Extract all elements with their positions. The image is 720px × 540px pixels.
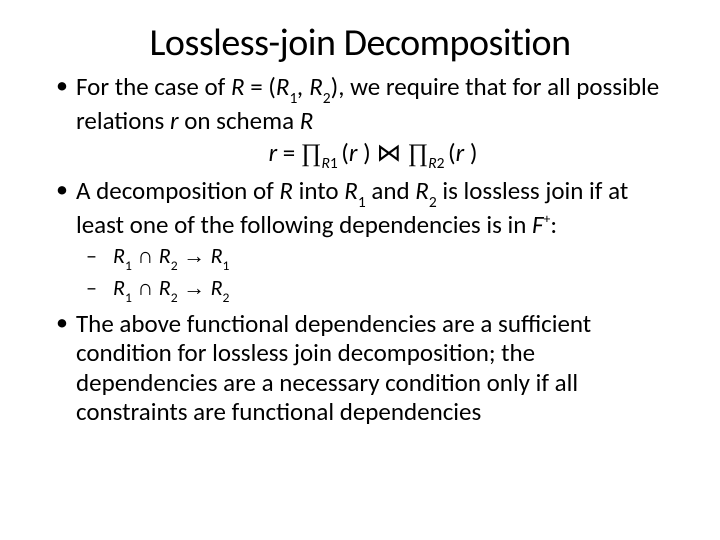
var-R: R (415, 175, 429, 206)
bullet-3: The above functional dependencies are a … (50, 309, 670, 427)
pi-icon: ∏ (408, 140, 429, 167)
text: = ( (245, 71, 276, 102)
intersect-icon: ∩ (132, 275, 159, 300)
bullet-2: A decomposition of R into R1 and R2 is l… (50, 176, 670, 305)
sub-R: R (322, 154, 330, 173)
slide-title: Lossless-join Decomposition (50, 20, 670, 66)
var-r: r (269, 137, 278, 168)
pi-icon: ∏ (301, 140, 322, 167)
text: on schema (179, 105, 300, 136)
sub-1: 1 (330, 154, 341, 173)
sub-2: 2 (429, 193, 437, 212)
var-R: R (211, 274, 223, 301)
sub-1: 1 (358, 193, 366, 212)
sub: 1 (223, 257, 230, 274)
formula-line: r = ∏R1 (r ) ⋈ ∏R2 (r ) (76, 138, 670, 172)
sub: 2 (223, 289, 230, 306)
text: and (366, 175, 416, 206)
bullet-1: For the case of R = (R1, R2), we require… (50, 72, 670, 172)
var-r: r (456, 137, 470, 168)
var-R: R (309, 71, 323, 102)
equals: = (277, 137, 301, 168)
sub-R: R (428, 154, 436, 173)
slide-container: Lossless-join Decomposition For the case… (0, 0, 720, 540)
var-R: R (276, 71, 290, 102)
arrow-icon: → (178, 243, 211, 268)
text: For the case of (76, 71, 231, 102)
sub-1: 1 (289, 89, 297, 108)
sub-2: 2 (437, 154, 448, 173)
join-icon: ⋈ (376, 140, 407, 167)
var-R: R (211, 242, 223, 269)
sub-bullet-2: R1 ∩ R2 → R2 (76, 274, 670, 304)
intersect-icon: ∩ (132, 243, 159, 268)
var-F: F (532, 209, 544, 240)
var-R: R (300, 105, 314, 136)
paren: ( (448, 137, 456, 168)
var-R: R (231, 71, 245, 102)
text: A decomposition of (76, 175, 279, 206)
sub-2: 2 (323, 89, 331, 108)
var-r: r (349, 137, 363, 168)
sup-plus: + (544, 210, 551, 227)
text: into (293, 175, 344, 206)
var-R: R (113, 242, 125, 269)
var-R: R (279, 175, 293, 206)
paren: ) (363, 137, 376, 168)
bullet-list: For the case of R = (R1, R2), we require… (50, 72, 670, 427)
sub-bullet-1: R1 ∩ R2 → R1 (76, 242, 670, 272)
var-R: R (113, 274, 125, 301)
sub: 2 (171, 257, 178, 274)
colon: : (550, 209, 557, 240)
sub: 2 (171, 289, 178, 306)
var-R: R (159, 242, 171, 269)
sub: 1 (125, 257, 132, 274)
arrow-icon: → (178, 275, 211, 300)
text: , (297, 71, 309, 102)
paren: ) (470, 137, 478, 168)
var-R: R (159, 274, 171, 301)
var-r: r (170, 105, 179, 136)
sub-bullet-list: R1 ∩ R2 → R1 R1 ∩ R2 → R2 (76, 242, 670, 305)
paren: ( (341, 137, 349, 168)
sub: 1 (125, 289, 132, 306)
var-R: R (344, 175, 358, 206)
